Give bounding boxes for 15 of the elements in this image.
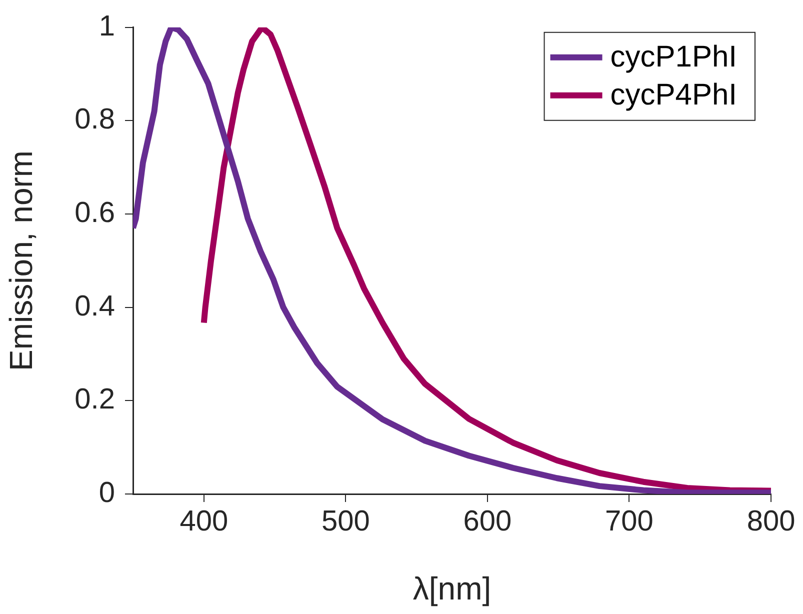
legend-label: cycP1PhI	[610, 40, 738, 74]
y-tick-label: 0.4	[74, 290, 115, 322]
x-tick-label: 500	[321, 505, 370, 538]
y-tick-label: 0.6	[74, 197, 115, 230]
x-axis-title: λ[nm]	[412, 570, 492, 607]
x-tick-label: 600	[463, 505, 512, 538]
y-tick-label: 0	[98, 477, 115, 509]
y-tick-label: 0.2	[74, 384, 115, 416]
y-tick-label: 1	[98, 10, 115, 42]
x-tick-label: 400	[180, 505, 228, 538]
x-tick-label: 800	[746, 505, 796, 538]
y-axis-title: Emission, norm	[3, 150, 40, 371]
y-tick-label: 0.8	[74, 104, 115, 136]
legend-label: cycP4PhI	[610, 78, 738, 112]
x-tick-label: 700	[605, 505, 654, 538]
